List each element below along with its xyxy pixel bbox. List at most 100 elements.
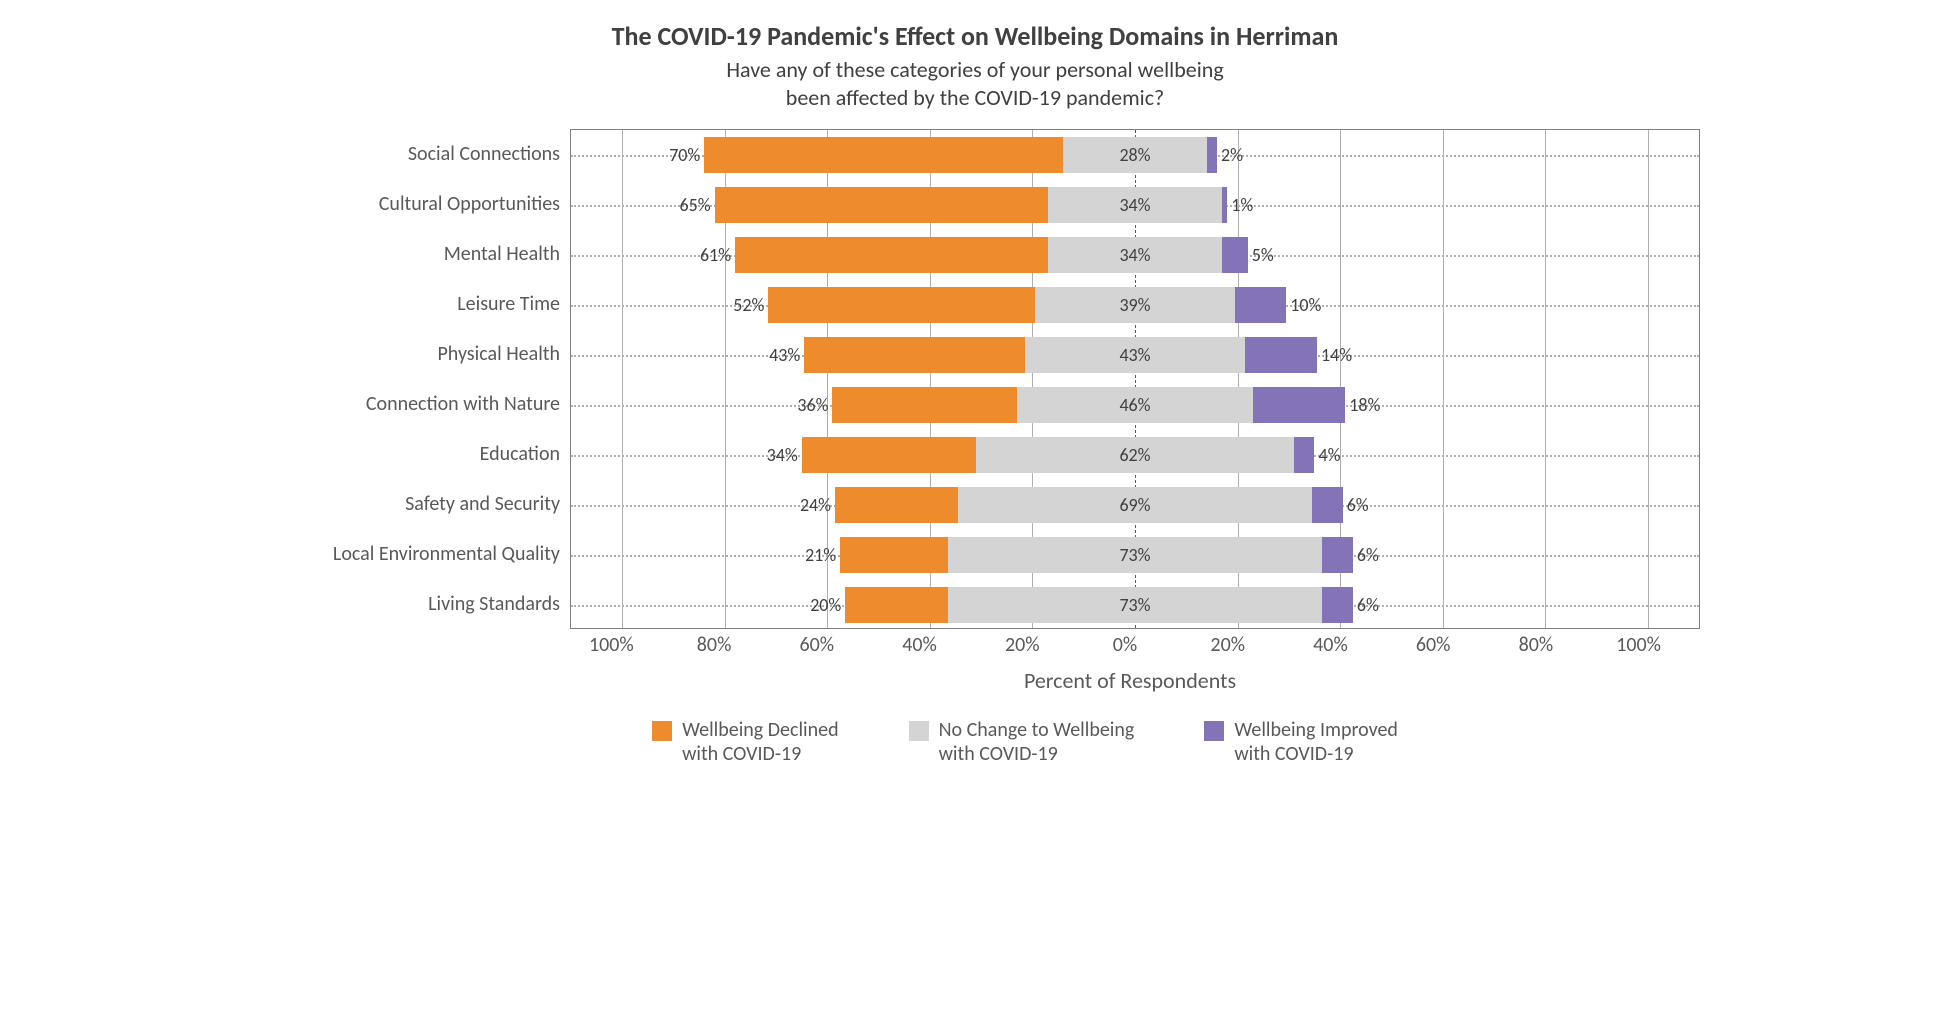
x-tick-label: 100% <box>1616 633 1661 657</box>
value-label-declined: 21% <box>805 537 840 573</box>
bar-segment-declined <box>735 237 1048 273</box>
bar-row: 43% 43% 14% <box>571 330 1699 380</box>
bar-row: 52% 39% 10% <box>571 280 1699 330</box>
value-label-nochange: 62% <box>1119 437 1150 473</box>
value-label-improved: 6% <box>1343 487 1369 523</box>
legend-label: Wellbeing Improvedwith COVID-19 <box>1234 718 1398 766</box>
y-axis-category: Social Connections <box>250 129 560 179</box>
value-label-improved: 14% <box>1317 337 1352 373</box>
value-label-declined: 36% <box>797 387 832 423</box>
value-label-nochange: 46% <box>1119 387 1150 423</box>
value-label-improved: 6% <box>1353 537 1379 573</box>
bar-row: 70% 28% 2% <box>571 130 1699 180</box>
value-label-declined: 34% <box>767 437 802 473</box>
x-axis-title: Percent of Respondents <box>560 667 1700 694</box>
x-tick-label: 100% <box>589 633 634 657</box>
y-axis-category: Connection with Nature <box>250 379 560 429</box>
bar-segment-improved <box>1322 587 1353 623</box>
value-label-improved: 1% <box>1227 187 1253 223</box>
x-axis-ticks: 100% 80% 60% 40% 20% 0% 20% 40% 60% 80% 100% <box>560 629 1690 657</box>
y-axis-category: Physical Health <box>250 329 560 379</box>
value-label-nochange: 69% <box>1119 487 1150 523</box>
value-label-nochange: 73% <box>1119 537 1150 573</box>
x-tick-label: 60% <box>1416 633 1451 657</box>
value-label-nochange: 43% <box>1119 337 1150 373</box>
chart-legend: Wellbeing Declinedwith COVID-19 No Change… <box>350 718 1700 766</box>
x-tick-label: 20% <box>1005 633 1040 657</box>
chart-title: The COVID-19 Pandemic's Effect on Wellbe… <box>250 20 1700 52</box>
bar-segment-improved <box>1322 537 1353 573</box>
bar-segment-improved <box>1222 237 1248 273</box>
wellbeing-chart: The COVID-19 Pandemic's Effect on Wellbe… <box>250 20 1700 766</box>
y-axis-category: Local Environmental Quality <box>250 529 560 579</box>
bar-row: 65% 34% 1% <box>571 180 1699 230</box>
y-axis-category: Mental Health <box>250 229 560 279</box>
legend-swatch <box>909 721 929 741</box>
y-axis-category: Education <box>250 429 560 479</box>
value-label-improved: 10% <box>1286 287 1321 323</box>
y-axis-category: Safety and Security <box>250 479 560 529</box>
y-axis-category: Cultural Opportunities <box>250 179 560 229</box>
value-label-declined: 20% <box>810 587 845 623</box>
value-label-nochange: 73% <box>1119 587 1150 623</box>
value-label-declined: 52% <box>733 287 768 323</box>
value-label-improved: 5% <box>1248 237 1274 273</box>
bar-row: 34% 62% 4% <box>571 430 1699 480</box>
plot-area: Social ConnectionsCultural Opportunities… <box>250 129 1700 629</box>
bar-segment-declined <box>845 587 948 623</box>
legend-item: Wellbeing Declinedwith COVID-19 <box>652 718 839 766</box>
bar-segment-declined <box>704 137 1063 173</box>
value-label-nochange: 34% <box>1119 237 1150 273</box>
x-tick-label: 40% <box>902 633 937 657</box>
chart-subtitle: Have any of these categories of your per… <box>250 56 1700 111</box>
y-axis-labels: Social ConnectionsCultural Opportunities… <box>250 129 570 629</box>
bar-segment-improved <box>1245 337 1317 373</box>
x-tick-label: 60% <box>800 633 835 657</box>
bar-segment-improved <box>1294 437 1315 473</box>
value-label-declined: 70% <box>669 137 704 173</box>
bar-segment-declined <box>835 487 958 523</box>
chart-subtitle-line1: Have any of these categories of your per… <box>726 56 1223 83</box>
bar-segment-declined <box>715 187 1048 223</box>
legend-item: No Change to Wellbeingwith COVID-19 <box>909 718 1135 766</box>
bar-row: 36% 46% 18% <box>571 380 1699 430</box>
legend-label: Wellbeing Declinedwith COVID-19 <box>682 718 839 766</box>
bar-segment-declined <box>768 287 1035 323</box>
x-tick-label: 0% <box>1113 633 1137 657</box>
value-label-nochange: 34% <box>1119 187 1150 223</box>
x-tick-label: 20% <box>1210 633 1245 657</box>
legend-swatch <box>1204 721 1224 741</box>
bar-row: 21% 73% 6% <box>571 530 1699 580</box>
x-tick-label: 40% <box>1313 633 1348 657</box>
x-tick-label: 80% <box>1519 633 1554 657</box>
legend-swatch <box>652 721 672 741</box>
value-label-declined: 65% <box>679 187 714 223</box>
chart-grid: 70% 28% 2% 65% 34% 1% 61% 34% 5% 52% 39% 10% 43% 43% 1… <box>570 129 1700 629</box>
bar-segment-improved <box>1235 287 1286 323</box>
value-label-nochange: 39% <box>1119 287 1150 323</box>
legend-item: Wellbeing Improvedwith COVID-19 <box>1204 718 1398 766</box>
value-label-improved: 2% <box>1217 137 1243 173</box>
bar-row: 20% 73% 6% <box>571 580 1699 630</box>
bar-row: 24% 69% 6% <box>571 480 1699 530</box>
value-label-improved: 18% <box>1345 387 1380 423</box>
bar-segment-improved <box>1207 137 1217 173</box>
x-tick-label: 80% <box>697 633 732 657</box>
value-label-declined: 61% <box>700 237 735 273</box>
legend-label: No Change to Wellbeingwith COVID-19 <box>939 718 1135 766</box>
y-axis-category: Leisure Time <box>250 279 560 329</box>
bar-segment-improved <box>1253 387 1345 423</box>
value-label-nochange: 28% <box>1119 137 1150 173</box>
bar-segment-declined <box>804 337 1024 373</box>
bar-segment-declined <box>802 437 976 473</box>
bar-segment-declined <box>832 387 1017 423</box>
bar-segment-improved <box>1312 487 1343 523</box>
chart-subtitle-line2: been affected by the COVID-19 pandemic? <box>786 84 1164 111</box>
value-label-declined: 24% <box>800 487 835 523</box>
bar-segment-declined <box>840 537 948 573</box>
bar-row: 61% 34% 5% <box>571 230 1699 280</box>
value-label-improved: 6% <box>1353 587 1379 623</box>
value-label-improved: 4% <box>1314 437 1340 473</box>
value-label-declined: 43% <box>769 337 804 373</box>
y-axis-category: Living Standards <box>250 579 560 629</box>
